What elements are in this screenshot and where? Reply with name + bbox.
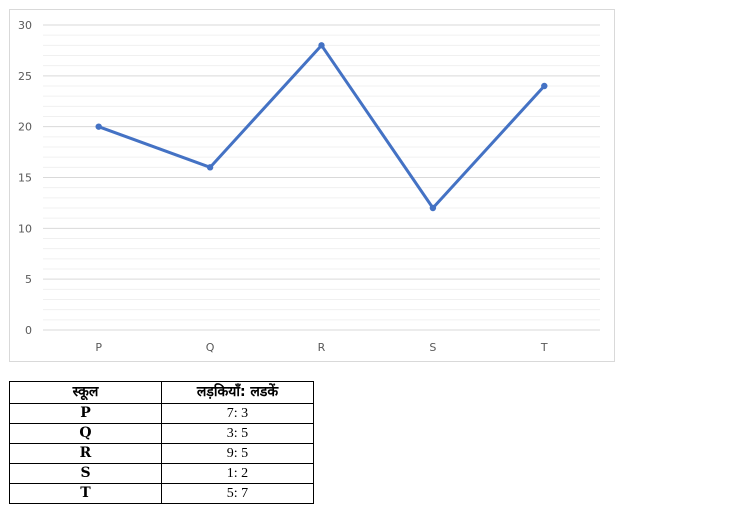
ratio-cell: 5: 7 — [161, 483, 314, 504]
table-row: T 5: 7 — [9, 483, 314, 504]
school-cell: Q — [9, 423, 162, 444]
x-tick-label: Q — [206, 341, 215, 354]
ratio-cell: 1: 2 — [161, 463, 314, 484]
y-tick-label: 20 — [18, 121, 32, 134]
y-tick-label: 30 — [18, 19, 32, 32]
school-cell: S — [9, 463, 162, 484]
data-point — [95, 123, 102, 130]
ratio-cell: 9: 5 — [161, 443, 314, 464]
y-tick-label: 10 — [18, 222, 32, 235]
table-header-row: स्कूल लड़कियाँ: लडकें — [9, 381, 314, 404]
school-cell: R — [9, 443, 162, 464]
school-cell: P — [9, 403, 162, 424]
table-row: S 1: 2 — [9, 463, 314, 484]
x-tick-label: P — [95, 341, 102, 354]
data-point — [318, 42, 325, 49]
table-row: Q 3: 5 — [9, 423, 314, 444]
line-chart: 0 5 10 15 20 25 30 P Q R S T — [9, 9, 615, 362]
y-tick-label: 15 — [18, 172, 32, 185]
table-row: R 9: 5 — [9, 443, 314, 464]
y-tick-label: 25 — [18, 70, 32, 83]
data-point — [429, 204, 437, 212]
ratio-cell: 7: 3 — [161, 403, 314, 424]
table-row: P 7: 3 — [9, 403, 314, 424]
header-ratio: लड़कियाँ: लडकें — [161, 381, 314, 404]
data-point — [206, 164, 214, 171]
ratio-table: स्कूल लड़कियाँ: लडकें P 7: 3 Q 3: 5 R 9:… — [9, 381, 314, 504]
ratio-cell: 3: 5 — [161, 423, 314, 444]
x-tick-label: T — [540, 341, 548, 354]
chart-canvas: 0 5 10 15 20 25 30 P Q R S T — [18, 19, 600, 354]
y-tick-label: 0 — [25, 324, 32, 337]
y-tick-label: 5 — [25, 273, 32, 286]
x-tick-label: R — [318, 341, 326, 354]
school-cell: T — [9, 483, 162, 504]
x-tick-label: S — [429, 341, 436, 354]
header-school: स्कूल — [9, 381, 162, 404]
data-point — [541, 82, 548, 90]
